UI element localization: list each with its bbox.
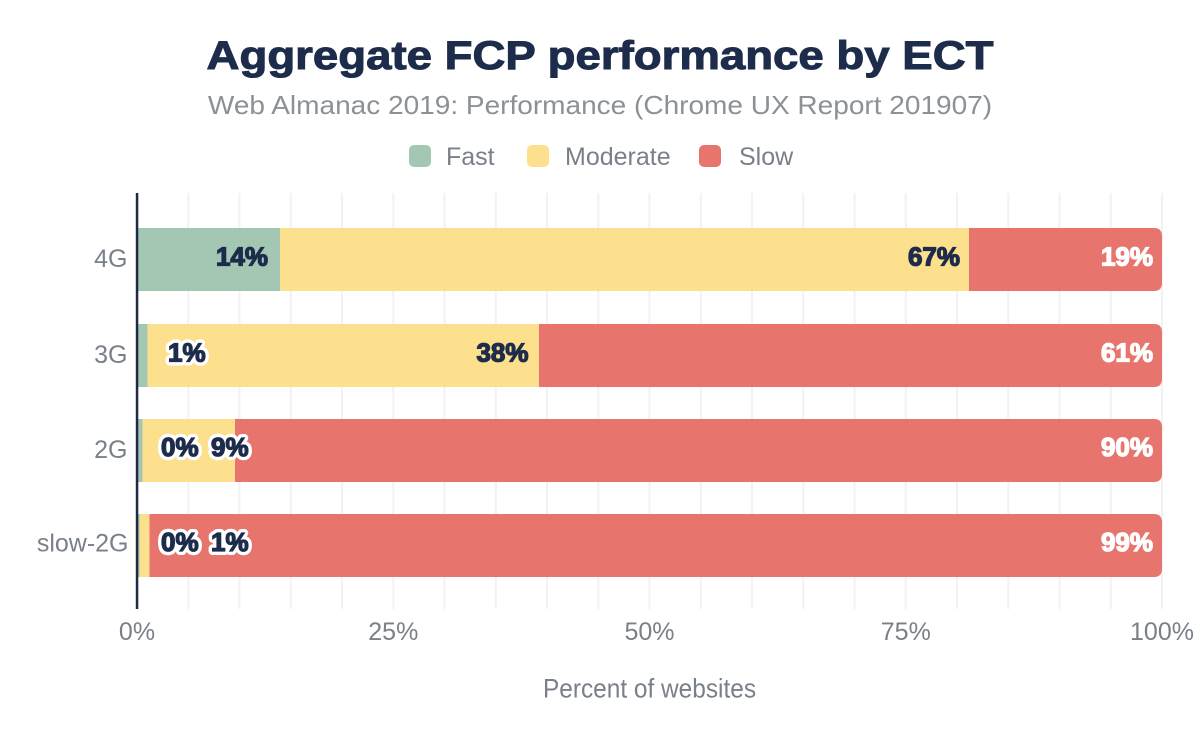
svg-text:61%: 61% [1101,338,1153,368]
svg-text:Web Almanac 2019: Performance: Web Almanac 2019: Performance (Chrome UX… [208,91,992,120]
svg-text:1%: 1% [211,527,249,557]
svg-text:0%: 0% [161,432,199,462]
svg-text:0%: 0% [119,618,155,646]
svg-text:50%: 50% [624,618,674,646]
svg-text:0%: 0% [161,527,199,557]
svg-text:38%: 38% [476,338,528,368]
svg-text:Percent of websites: Percent of websites [543,674,756,703]
svg-text:Fast: Fast [446,143,495,171]
svg-text:90%: 90% [1101,432,1153,462]
svg-text:slow-2G: slow-2G [37,530,129,558]
svg-text:Aggregate FCP performance by E: Aggregate FCP performance by ECT [207,34,994,79]
svg-text:1%: 1% [168,338,206,368]
svg-text:25%: 25% [368,618,418,646]
svg-text:Moderate: Moderate [565,143,671,171]
svg-text:1%: 1% [168,338,206,368]
svg-text:0%: 0% [161,527,199,557]
svg-text:9%: 9% [211,432,249,462]
svg-text:75%: 75% [881,618,931,646]
svg-text:Slow: Slow [739,143,794,171]
svg-text:4G: 4G [94,245,127,273]
svg-text:0%: 0% [161,432,199,462]
svg-text:67%: 67% [908,242,960,272]
svg-text:2G: 2G [94,436,127,464]
svg-text:1%: 1% [211,527,249,557]
svg-text:14%: 14% [216,242,268,272]
svg-text:3G: 3G [94,341,127,369]
svg-text:19%: 19% [1101,242,1153,272]
svg-text:9%: 9% [211,432,249,462]
svg-text:100%: 100% [1130,618,1194,646]
svg-text:99%: 99% [1101,527,1153,557]
